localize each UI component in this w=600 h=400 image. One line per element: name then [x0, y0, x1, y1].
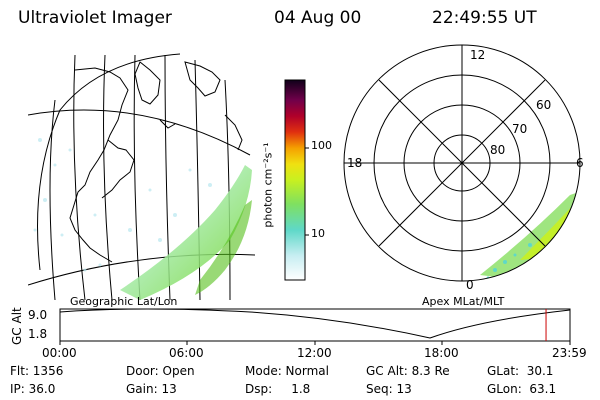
mlt-0-label: 0 [466, 278, 474, 292]
timeline-tick-1200: 12:00 [297, 346, 332, 360]
timeline-tick-0000: 00:00 [42, 346, 77, 360]
info-dsp: Dsp: 1.8 [245, 382, 311, 396]
colorbar-tick-100: 100 [311, 139, 332, 152]
polar-label: Apex MLat/MLT [422, 295, 505, 308]
imager-title: Ultraviolet Imager [18, 8, 172, 28]
header-date: 04 Aug 00 [274, 8, 362, 28]
info-door: Door: Open [126, 364, 195, 378]
info-flt: Flt: 1356 [10, 364, 64, 378]
header-time: 22:49:55 UT [432, 8, 537, 28]
lat-60-label: 60 [536, 98, 552, 112]
info-seq: Seq: 13 [366, 382, 412, 396]
polar-aurora [480, 190, 580, 280]
timeline-ymax: 9.0 [28, 308, 48, 322]
mlt-6-label: 6 [576, 156, 584, 170]
aurora-emission [120, 165, 252, 300]
info-glon: GLon: 63.1 [487, 382, 557, 396]
timeline-tick-2359: 23:59 [552, 346, 587, 360]
lat-70-label: 70 [512, 122, 528, 136]
color-bar [284, 79, 309, 281]
map-label: Geographic Lat/Lon [70, 295, 178, 308]
timeline-tick-0600: 06:00 [169, 346, 204, 360]
timeline-ticks [59, 341, 571, 345]
mlt-18-label: 18 [347, 156, 363, 170]
altitude-curve [59, 308, 571, 339]
info-glat: GLat: 30.1 [487, 364, 554, 378]
mlt-12-label: 12 [470, 48, 486, 62]
info-gc-alt: GC Alt: 8.3 Re [366, 364, 450, 378]
color-bar-scale [284, 79, 306, 281]
timeline-ymin: 1.8 [28, 327, 48, 341]
globe-limb [37, 53, 181, 271]
timeline-frame [59, 308, 571, 342]
info-ip: IP: 36.0 [10, 382, 56, 396]
lat-80-label: 80 [490, 143, 506, 157]
timeline-ylabel: GC Alt [10, 307, 24, 345]
colorbar-tick-10: 10 [311, 227, 325, 240]
coastline [69, 61, 243, 263]
info-mode: Mode: Normal [245, 364, 329, 378]
timeline-tick-1800: 18:00 [424, 346, 459, 360]
info-gain: Gain: 13 [126, 382, 177, 396]
